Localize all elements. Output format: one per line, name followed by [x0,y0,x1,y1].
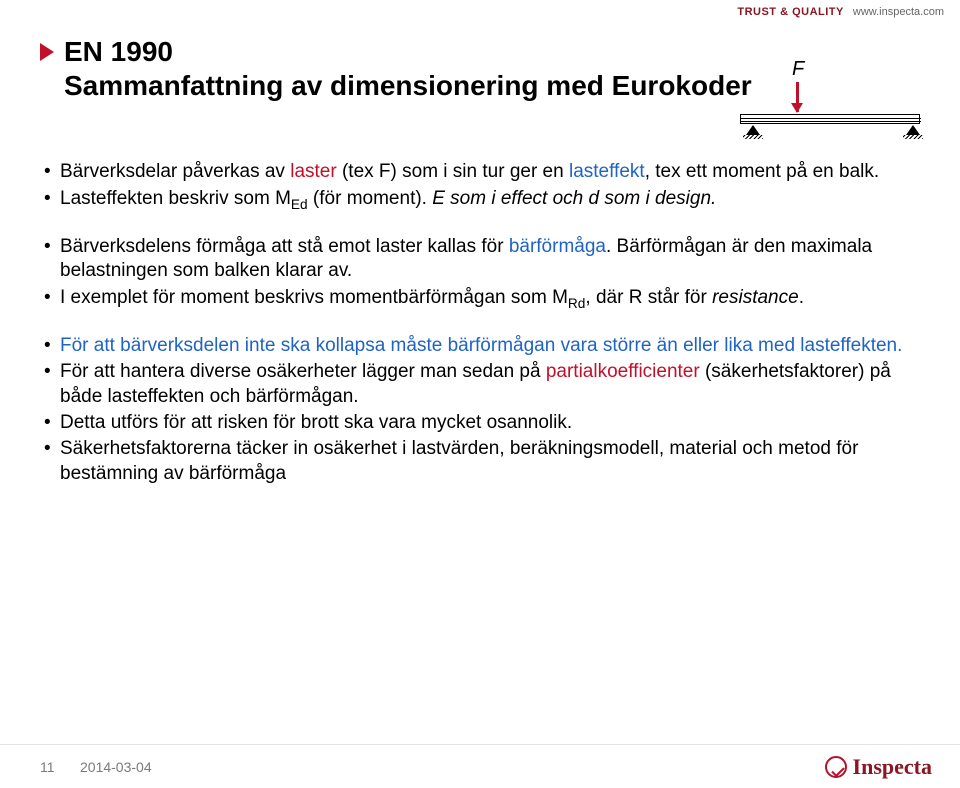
bullet-5: För att bärverksdelen inte ska kollapsa … [40,334,920,358]
support-left-icon [746,125,760,135]
bullet-6: För att hantera diverse osäkerheter lägg… [40,360,920,409]
header-url: www.inspecta.com [853,6,944,18]
force-arrow-icon [796,82,799,112]
page-number: 11 [40,759,80,775]
subscript: Rd [568,295,585,310]
title-marker-icon [40,43,54,61]
text-red: laster [290,161,336,182]
text: Säkerhetsfaktorerna täcker in osäkerhet … [60,438,858,483]
bullet-4: I exemplet för moment beskrivs momentbär… [40,286,920,312]
bullet-2: Lasteffekten beskriv som MEd (för moment… [40,187,920,213]
bullet-1: Bärverksdelar påverkas av laster (tex F)… [40,160,920,184]
text-blue: lasteffekt [569,161,645,182]
spacer [40,215,920,235]
text-red: partialkoefficienter [546,361,700,382]
bullet-3: Bärverksdelens förmåga att stå emot last… [40,235,920,284]
text: (för moment). [308,188,433,209]
text: För att hantera diverse osäkerheter lägg… [60,361,546,382]
ground-left-icon [743,135,763,139]
text: Bärverksdelar påverkas av [60,161,290,182]
text-blue: bärförmåga [509,236,606,257]
footer: 11 2014-03-04 Inspecta [0,744,960,788]
bullet-7: Detta utförs för att risken för brott sk… [40,411,920,435]
force-label: F [792,58,804,81]
spacer [40,314,920,334]
text-italic: E som i effect och d som i design. [432,188,716,209]
text: (tex F) som i sin tur ger en [337,161,569,182]
subscript: Ed [291,196,308,211]
text: , där R står för [585,287,712,308]
text: M [275,188,291,209]
text: Detta utförs för att risken för brott sk… [60,412,572,433]
text-blue: För att bärverksdelen inte ska kollapsa … [60,335,902,356]
trust-quality-text: TRUST & QUALITY [737,6,844,18]
slide-content: EN 1990 Sammanfattning av dimensionering… [0,0,960,486]
beam-diagram: F [730,58,930,138]
text: I exemplet för moment beskrivs momentbär… [60,287,552,308]
text: Bärverksdelens förmåga att stå emot last… [60,236,509,257]
text: . [799,287,804,308]
bullet-8: Säkerhetsfaktorerna täcker in osäkerhet … [40,437,920,486]
bullet-list: Bärverksdelar påverkas av laster (tex F)… [40,160,920,485]
footer-logo: Inspecta [825,754,932,780]
text-italic: resistance [712,287,799,308]
beam-icon [740,114,920,124]
text: , tex ett moment på en balk. [645,161,879,182]
text: M [552,287,568,308]
footer-date: 2014-03-04 [80,759,152,775]
inspecta-check-icon [825,756,847,778]
ground-right-icon [903,135,923,139]
text: Lasteffekten beskriv som [60,188,275,209]
header-branding: TRUST & QUALITY www.inspecta.com [737,6,944,18]
support-right-icon [906,125,920,135]
logo-text: Inspecta [853,754,932,780]
